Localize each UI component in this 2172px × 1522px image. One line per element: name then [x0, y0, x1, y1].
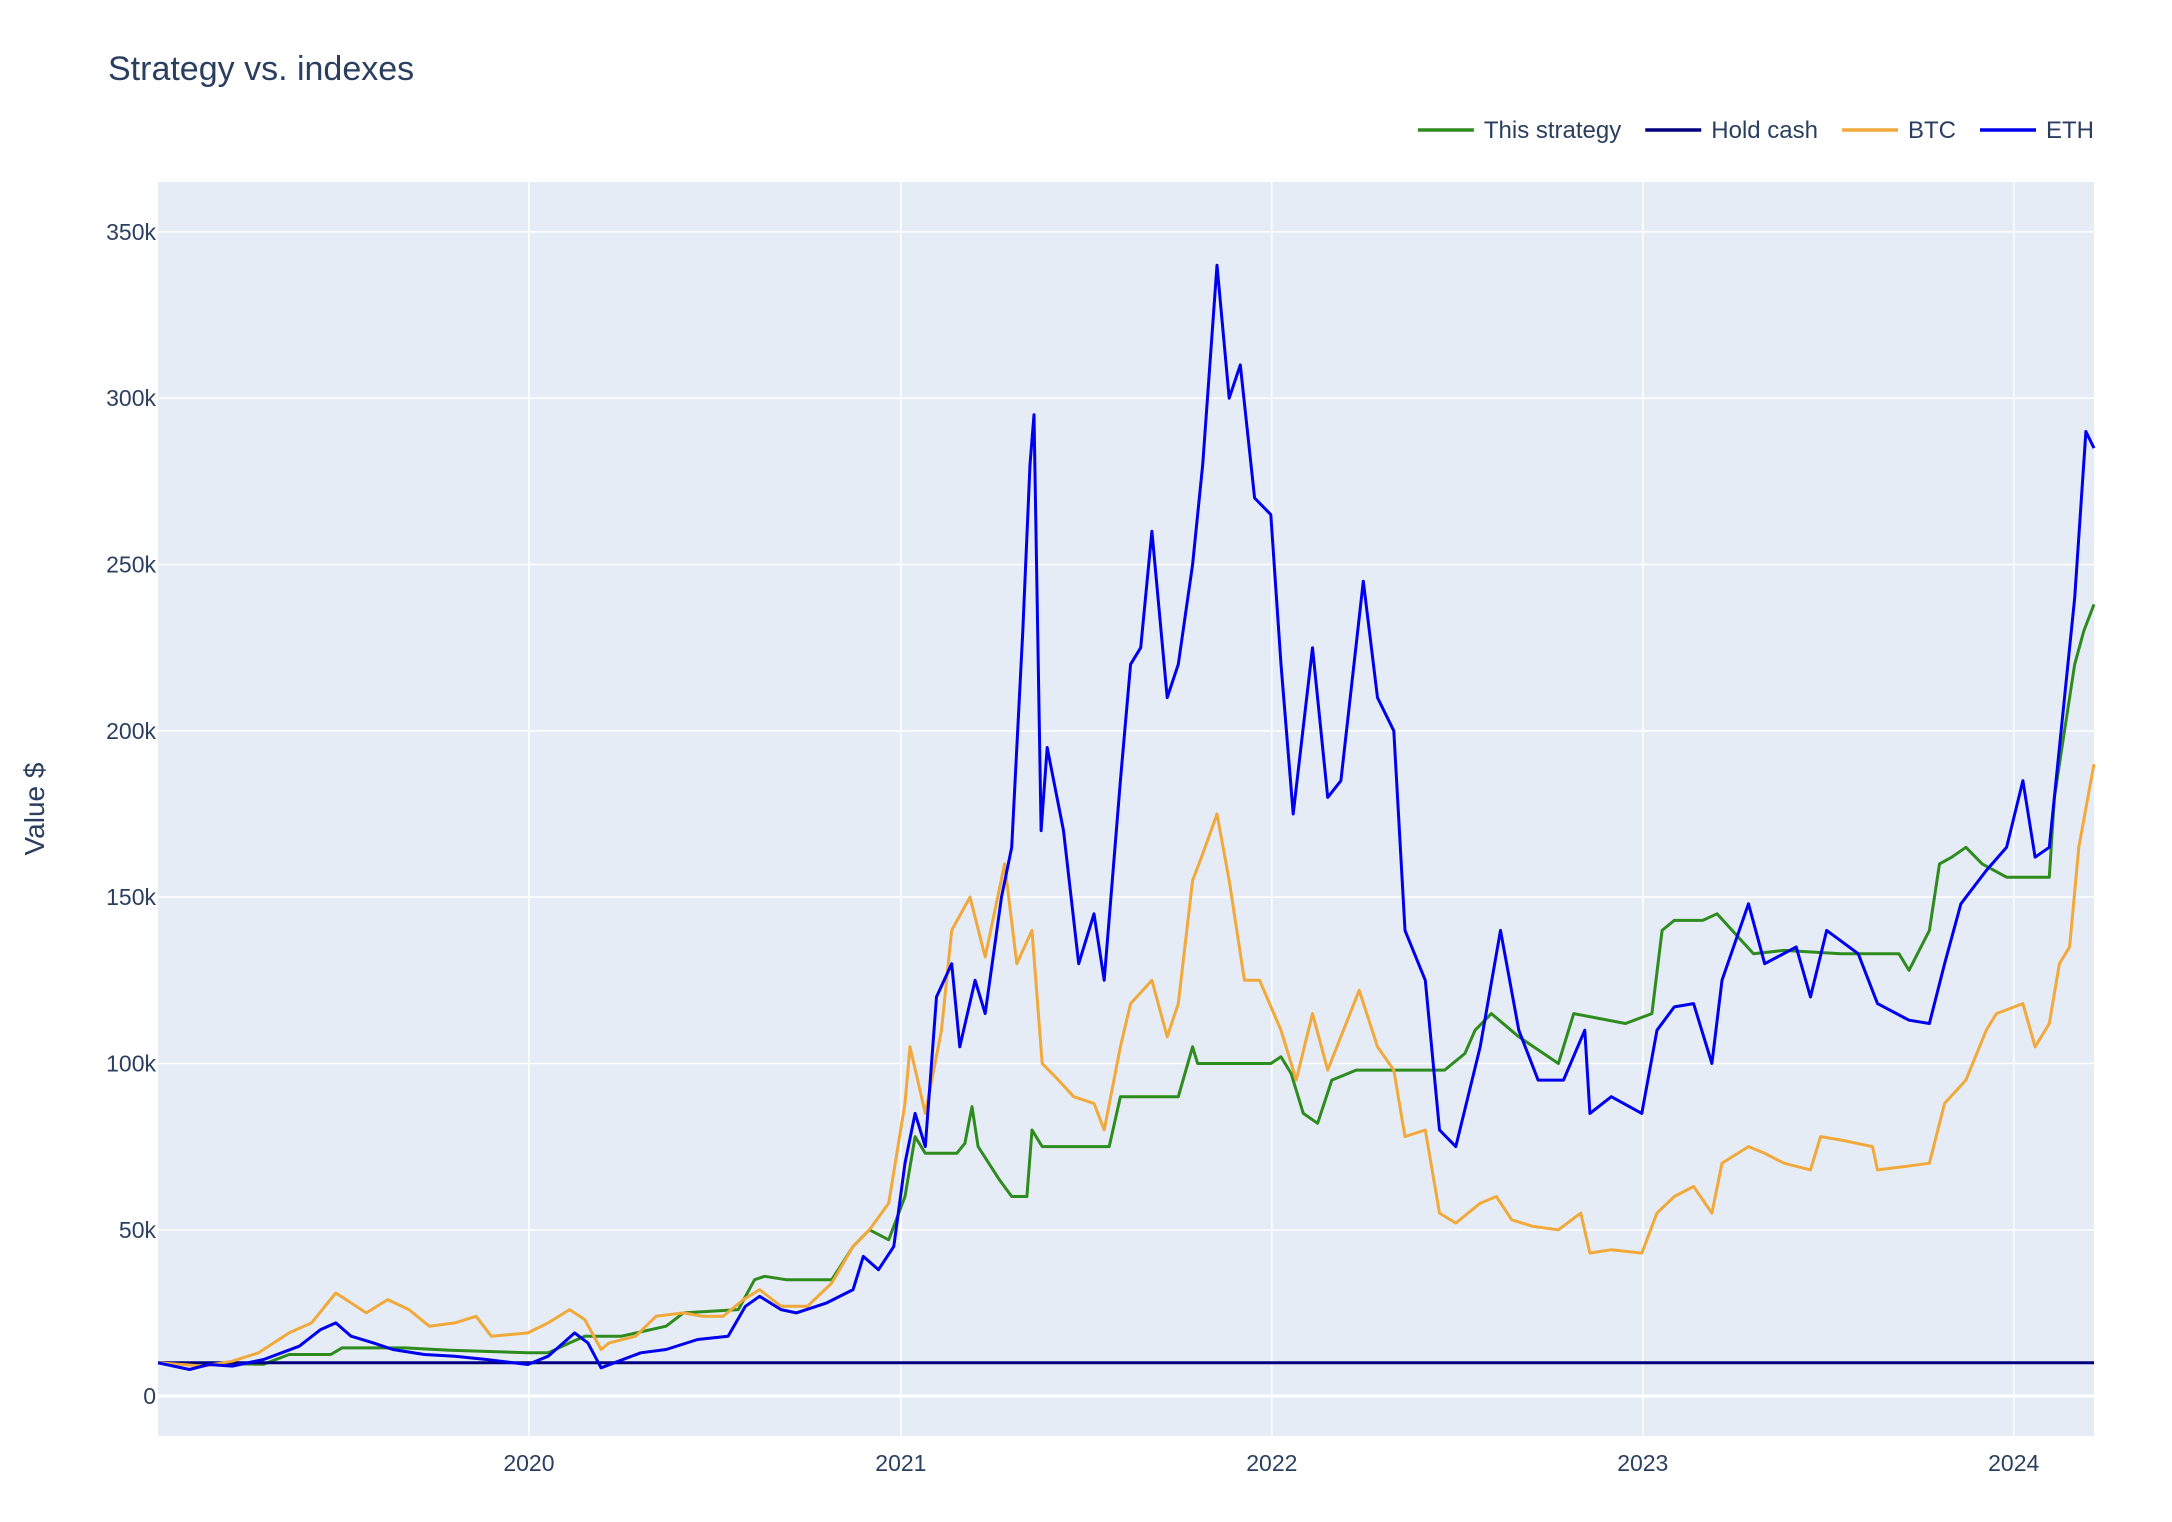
- y-tick-label: 100k: [106, 1050, 156, 1076]
- y-gridlines: [158, 231, 2094, 1398]
- series-line-btc: [157, 763, 2096, 1368]
- y-axis: 0 50k 100k 150k 200k 250k 300k 350k: [106, 219, 156, 1409]
- x-axis: 2020 2021 2022 2023 2024: [503, 1450, 2039, 1476]
- legend-item-eth[interactable]: ETH: [1980, 117, 2094, 144]
- series-line-eth: [157, 263, 2096, 1371]
- series-line-this-strategy: [157, 603, 2096, 1366]
- y-tick-label: 350k: [106, 219, 156, 245]
- legend-label: This strategy: [1484, 117, 1621, 144]
- x-tick-label: 2022: [1246, 1450, 1297, 1476]
- x-gridlines: [528, 182, 2015, 1436]
- plot-area: [158, 182, 2094, 1436]
- legend-label: BTC: [1908, 117, 1956, 144]
- legend[interactable]: This strategy Hold cash BTC ETH: [1417, 117, 2094, 144]
- y-tick-label: 150k: [106, 884, 156, 910]
- y-tick-label: 0: [143, 1383, 156, 1409]
- series-layer: [157, 263, 2096, 1371]
- y-axis-title: Value $: [19, 762, 50, 855]
- chart-title: Strategy vs. indexes: [108, 50, 414, 88]
- x-tick-label: 2021: [875, 1450, 926, 1476]
- x-tick-label: 2024: [1988, 1450, 2039, 1476]
- legend-item-this-strategy[interactable]: This strategy: [1417, 117, 1621, 144]
- y-tick-label: 50k: [119, 1217, 157, 1243]
- x-tick-label: 2020: [503, 1450, 554, 1476]
- y-tick-label: 300k: [106, 385, 156, 411]
- legend-item-hold-cash[interactable]: Hold cash: [1645, 117, 1818, 144]
- legend-label: ETH: [2046, 117, 2094, 144]
- y-tick-label: 200k: [106, 718, 156, 744]
- legend-item-btc[interactable]: BTC: [1842, 117, 1956, 144]
- y-tick-label: 250k: [106, 552, 156, 578]
- legend-label: Hold cash: [1711, 117, 1818, 144]
- x-tick-label: 2023: [1617, 1450, 1668, 1476]
